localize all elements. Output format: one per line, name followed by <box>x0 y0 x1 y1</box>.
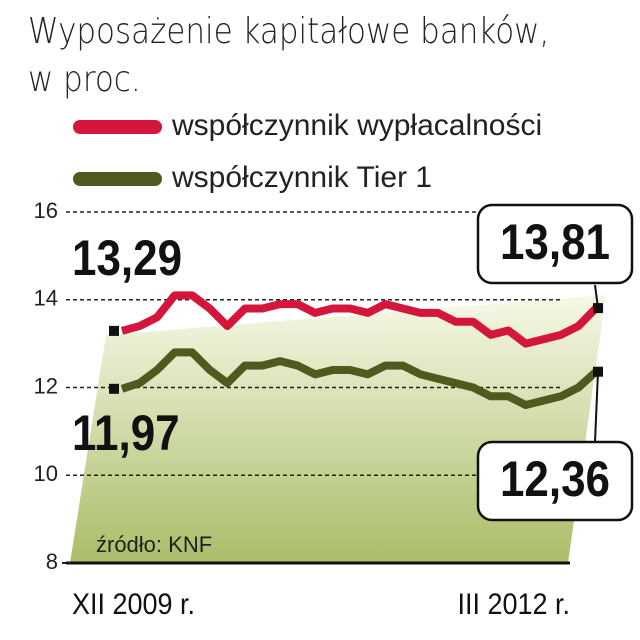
y-tick-label: 12 <box>34 373 58 398</box>
value-label: 13,29 <box>72 230 182 286</box>
leader-line <box>594 284 599 309</box>
legend-label: współczynnik wypłacalności <box>171 109 542 142</box>
legend-label: współczynnik Tier 1 <box>171 161 432 194</box>
value-label-box <box>476 203 634 285</box>
x-tick-label: XII 2009 r. <box>72 588 195 622</box>
value-label: 11,97 <box>72 405 180 461</box>
y-tick-label: 10 <box>34 461 58 486</box>
end-marker <box>109 383 119 394</box>
source: źródło: KNF <box>96 532 212 557</box>
x-tick-label: III 2012 r. <box>458 588 570 622</box>
y-tick-label: 8 <box>46 549 58 574</box>
leader-line <box>594 371 599 443</box>
series-line <box>120 291 599 348</box>
end-marker <box>109 325 119 336</box>
value-label: 13,81 <box>500 214 610 270</box>
chart-title: Wyposażenie kapitałowe banków, w proc. <box>28 11 550 100</box>
y-tick-label: 14 <box>34 286 58 311</box>
value-label-box <box>476 440 634 522</box>
series-line <box>120 348 599 410</box>
y-tick-label: 16 <box>34 198 58 223</box>
value-label: 12,36 <box>500 451 610 507</box>
